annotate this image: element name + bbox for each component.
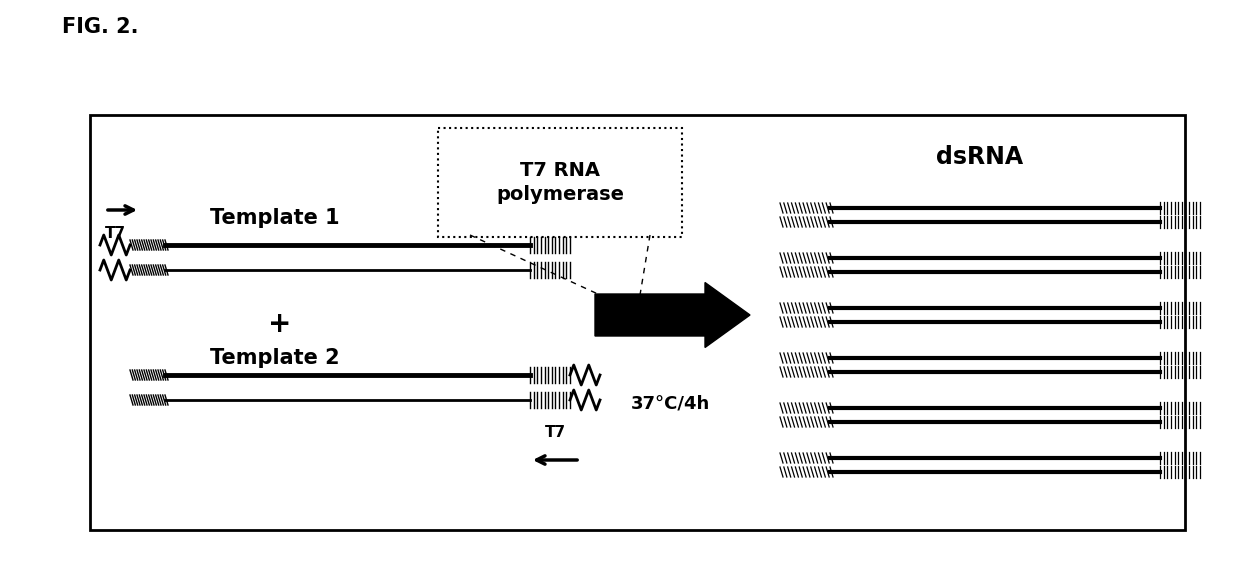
Bar (91, 115, 1185, 530)
Text: dsRNA: dsRNA (936, 145, 1023, 169)
Text: T7: T7 (546, 425, 567, 440)
Text: Template 1: Template 1 (210, 208, 340, 228)
Text: T7: T7 (105, 226, 126, 241)
FancyBboxPatch shape (438, 128, 682, 237)
FancyArrow shape (595, 283, 750, 347)
Text: +: + (268, 310, 291, 338)
Text: T7 RNA
polymerase: T7 RNA polymerase (496, 160, 624, 204)
Text: FIG. 2.: FIG. 2. (62, 17, 139, 37)
Text: 37°C/4h: 37°C/4h (630, 395, 709, 413)
Text: Template 2: Template 2 (210, 348, 340, 368)
